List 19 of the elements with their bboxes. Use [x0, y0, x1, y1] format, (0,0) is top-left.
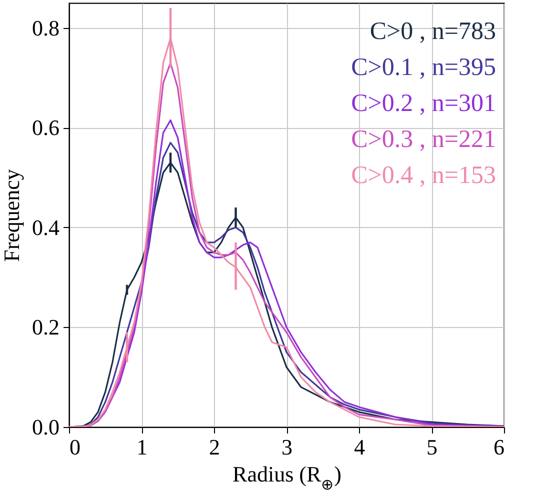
y-axis-title: Frequency: [0, 169, 24, 262]
text: C>0 , n=783: [370, 18, 496, 45]
y-tick-label: 0.4: [32, 214, 60, 240]
y-tick-label: 0.6: [32, 115, 60, 140]
text: C>0.1 , n=395: [351, 54, 496, 81]
y-tick-label: 0.0: [32, 414, 60, 440]
x-tick-label: 0: [70, 434, 80, 460]
y-tick-label: 0.2: [32, 314, 60, 340]
x-tick-label: 4: [354, 434, 365, 460]
text: C>0.2 , n=301: [351, 90, 496, 117]
x-tick-label: 6: [494, 434, 504, 460]
x-tick-label: 5: [426, 434, 438, 460]
y-tick-label: 0.8: [32, 15, 60, 40]
text: C>0.4 , n=153: [351, 162, 496, 189]
x-tick-label: 2: [209, 434, 220, 460]
x-tick-label: 3: [282, 434, 292, 460]
text: C>0.3 , n=221: [351, 126, 496, 153]
x-axis-title: Radius (R$_{⊕}$): [232, 462, 342, 494]
x-tick-label: 1: [136, 434, 148, 460]
